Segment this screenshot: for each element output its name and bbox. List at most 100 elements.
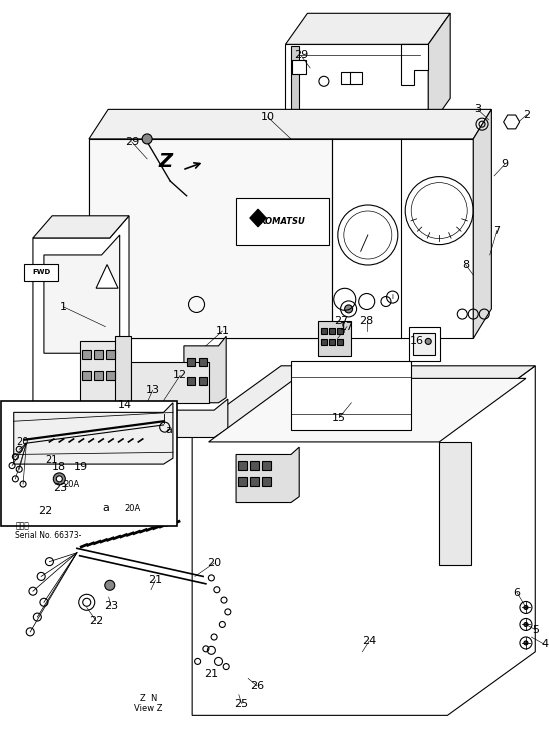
Polygon shape xyxy=(88,399,228,437)
Bar xyxy=(350,72,362,84)
Bar xyxy=(250,477,259,486)
Bar xyxy=(262,461,271,470)
Text: 9: 9 xyxy=(502,159,508,169)
Text: 8: 8 xyxy=(462,259,469,270)
Polygon shape xyxy=(428,13,450,129)
Text: Z  N
View Z: Z N View Z xyxy=(134,694,163,713)
Text: 14: 14 xyxy=(118,400,132,410)
Text: 4: 4 xyxy=(541,639,548,650)
Text: 追番号
Serial No. 66373-: 追番号 Serial No. 66373- xyxy=(15,521,82,540)
Text: 25: 25 xyxy=(234,698,249,709)
Text: a: a xyxy=(166,425,172,435)
Polygon shape xyxy=(115,336,131,432)
FancyBboxPatch shape xyxy=(24,264,58,281)
Text: 16: 16 xyxy=(410,336,424,347)
Text: FWD: FWD xyxy=(32,269,51,275)
Text: 12: 12 xyxy=(173,370,187,381)
Text: 7: 7 xyxy=(494,225,500,236)
Text: KOMATSU: KOMATSU xyxy=(260,217,306,226)
Polygon shape xyxy=(236,198,329,245)
Text: 20: 20 xyxy=(207,558,221,568)
Text: 15: 15 xyxy=(332,412,346,423)
Polygon shape xyxy=(80,341,124,401)
Bar xyxy=(238,477,247,486)
Bar xyxy=(199,358,207,366)
Text: 29: 29 xyxy=(294,50,308,61)
Bar xyxy=(329,339,335,345)
Text: 10: 10 xyxy=(260,112,274,122)
Text: 19: 19 xyxy=(74,462,88,472)
Bar xyxy=(199,377,207,384)
Polygon shape xyxy=(236,447,299,503)
Bar xyxy=(94,371,103,380)
Circle shape xyxy=(524,641,528,645)
Polygon shape xyxy=(285,44,428,129)
Bar xyxy=(187,358,195,366)
Bar xyxy=(262,477,271,486)
Text: 20A: 20A xyxy=(63,480,80,488)
Bar xyxy=(413,333,435,355)
Polygon shape xyxy=(33,216,129,238)
Polygon shape xyxy=(473,109,491,338)
Bar xyxy=(187,377,195,384)
Text: 22: 22 xyxy=(38,506,52,517)
Circle shape xyxy=(81,454,86,460)
Polygon shape xyxy=(44,235,120,353)
Text: a: a xyxy=(102,503,109,514)
Text: 21: 21 xyxy=(204,669,219,679)
Text: 1: 1 xyxy=(60,302,66,312)
Text: 23: 23 xyxy=(53,483,68,493)
Polygon shape xyxy=(96,265,118,288)
Text: 27: 27 xyxy=(334,316,349,327)
Bar xyxy=(321,339,327,345)
Text: Z: Z xyxy=(159,151,173,171)
Polygon shape xyxy=(250,209,266,227)
Bar xyxy=(107,371,115,380)
Polygon shape xyxy=(291,361,411,430)
Bar xyxy=(292,60,306,73)
Polygon shape xyxy=(318,321,351,356)
Text: 26: 26 xyxy=(250,681,264,691)
Bar xyxy=(107,350,115,359)
Text: 28: 28 xyxy=(360,316,374,327)
Bar xyxy=(338,328,343,334)
Bar xyxy=(82,371,91,380)
Text: 13: 13 xyxy=(145,385,160,395)
Polygon shape xyxy=(192,366,535,715)
Circle shape xyxy=(53,473,65,485)
Text: 24: 24 xyxy=(362,636,376,647)
Polygon shape xyxy=(89,139,473,338)
Polygon shape xyxy=(439,442,471,565)
Text: 21: 21 xyxy=(45,454,57,465)
Polygon shape xyxy=(192,366,535,430)
Circle shape xyxy=(524,605,528,610)
Text: 17: 17 xyxy=(340,321,354,332)
Bar xyxy=(329,328,335,334)
Circle shape xyxy=(105,580,115,590)
Bar xyxy=(338,339,343,345)
Polygon shape xyxy=(401,44,428,85)
Text: 5: 5 xyxy=(532,624,539,635)
Text: i: i xyxy=(391,294,394,300)
Text: 29: 29 xyxy=(125,137,139,147)
Polygon shape xyxy=(503,115,520,129)
Circle shape xyxy=(345,305,352,313)
Bar xyxy=(82,350,91,359)
Polygon shape xyxy=(33,216,129,418)
Text: 20A: 20A xyxy=(125,504,141,513)
Text: 11: 11 xyxy=(215,326,229,336)
Text: 23: 23 xyxy=(104,601,118,611)
Circle shape xyxy=(425,338,431,344)
Text: 21: 21 xyxy=(148,575,163,585)
Text: 22: 22 xyxy=(89,616,103,626)
Polygon shape xyxy=(285,13,450,44)
Polygon shape xyxy=(1,401,177,526)
Bar xyxy=(238,461,247,470)
Text: 3: 3 xyxy=(474,104,481,115)
Polygon shape xyxy=(89,139,332,338)
Polygon shape xyxy=(14,403,173,464)
Text: 2: 2 xyxy=(524,109,530,120)
Text: 20: 20 xyxy=(16,437,28,447)
Text: 18: 18 xyxy=(52,462,66,472)
Polygon shape xyxy=(291,46,299,127)
